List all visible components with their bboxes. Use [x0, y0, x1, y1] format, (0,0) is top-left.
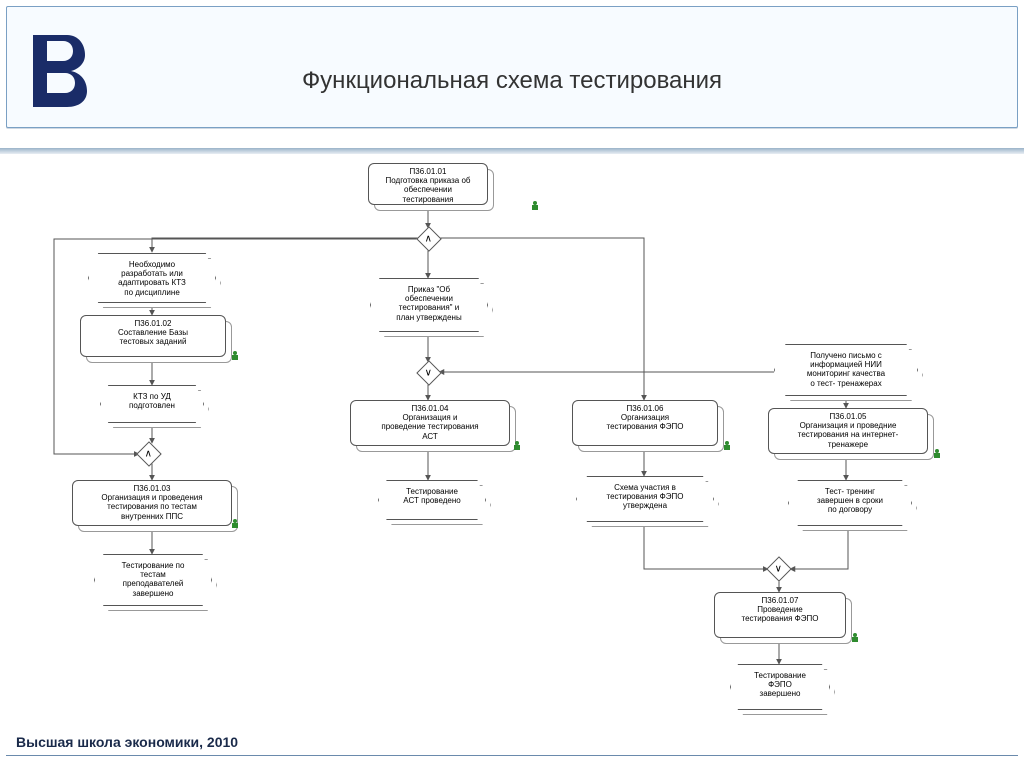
page-title: Функциональная схема тестирования — [7, 67, 1017, 95]
hex-node: Тест- тренингзавершен в срокипо договору — [788, 480, 912, 526]
edge — [152, 238, 420, 252]
hex-node: Тестирование потестампреподавателейзавер… — [94, 554, 212, 606]
process-node: П36.01.01Подготовка приказа обобеспечени… — [368, 163, 488, 205]
hex-node: Схема участия втестирования ФЭПОутвержде… — [576, 476, 714, 522]
top-bar: Функциональная схема тестирования — [6, 6, 1018, 128]
hex-node: Необходиморазработать илиадаптировать КТ… — [88, 253, 216, 303]
footer-bar — [6, 755, 1018, 756]
footer-text: Высшая школа экономики, 2010 — [16, 734, 238, 750]
process-node: П36.01.07Проведениетестирования ФЭПО — [714, 592, 846, 638]
hex-node: ТестированиеФЭПОзавершено — [730, 664, 830, 710]
actor-icon — [850, 632, 860, 642]
actor-icon — [512, 440, 522, 450]
divider — [0, 148, 1024, 154]
process-node: П36.01.04Организация ипроведение тестиро… — [350, 400, 510, 446]
process-node: П36.01.05Организация и проведниетестиров… — [768, 408, 928, 454]
process-node: П36.01.03Организация и проведениятестиро… — [72, 480, 232, 526]
process-node: П36.01.06Организациятестирования ФЭПО — [572, 400, 718, 446]
actor-icon — [530, 200, 540, 210]
hex-node: ТестированиеАСТ проведено — [378, 480, 486, 520]
edge — [790, 526, 848, 569]
flowchart-canvas: П36.01.01Подготовка приказа обобеспечени… — [10, 160, 1014, 708]
hex-node: Приказ "Обобеспечениитестирования" иплан… — [370, 278, 488, 332]
hex-node: КТЗ по УДподготовлен — [100, 385, 204, 423]
actor-icon — [722, 440, 732, 450]
actor-icon — [230, 518, 240, 528]
process-node: П36.01.02Составление Базытестовых задани… — [80, 315, 226, 357]
actor-icon — [230, 350, 240, 360]
edge — [644, 522, 768, 569]
actor-icon — [932, 448, 942, 458]
hex-node: Получено письмо синформацией НИИмонитори… — [774, 344, 918, 396]
